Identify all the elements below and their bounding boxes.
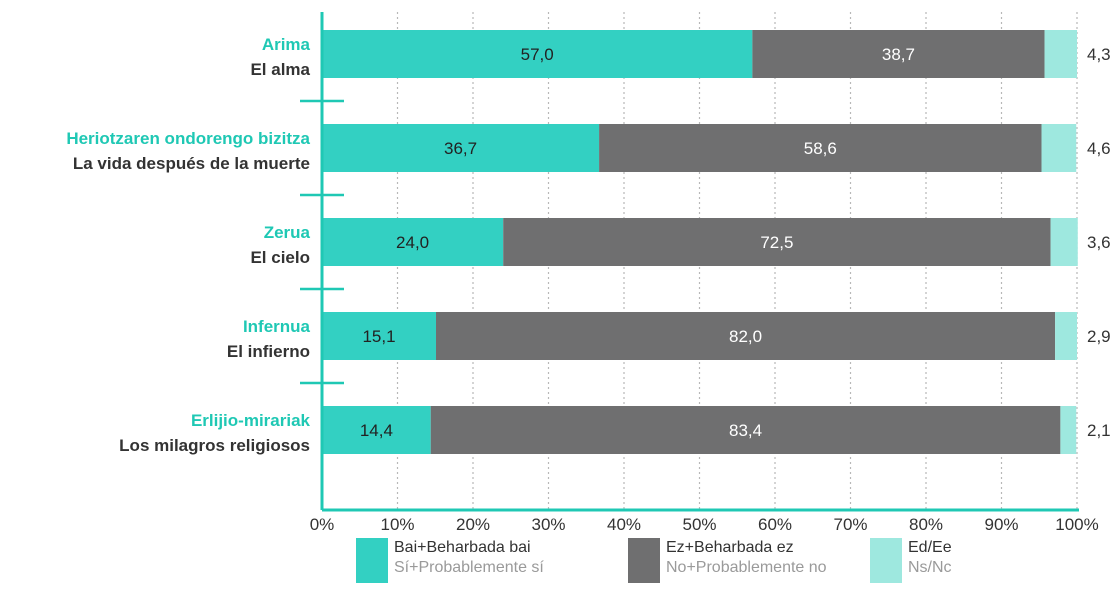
- bar-segment: [322, 30, 753, 78]
- stacked-bar-chart: 57,0 38,7 4,3 36,7 58,6 4,6 24,0 72,5 3,6 15,1 82,…: [66, 12, 1111, 534]
- bar-segment: [1041, 124, 1077, 172]
- bar-segment: [322, 406, 431, 454]
- legend-label-dk-es: Ns/Nc: [908, 559, 952, 576]
- x-tick-labels: 0% 10% 20% 30% 40% 50% 60% 70% 80% 90% 100%: [310, 515, 1099, 534]
- data-label: 82,0: [729, 327, 762, 346]
- data-label: 2,9: [1087, 327, 1111, 346]
- category-label-es: El cielo: [250, 248, 310, 267]
- x-tick-label: 70%: [833, 515, 867, 534]
- x-tick-label: 60%: [758, 515, 792, 534]
- data-label: 14,4: [360, 421, 393, 440]
- category-label-es: La vida después de la muerte: [73, 154, 310, 173]
- legend-label-yes-es: Sí+Probablemente sí: [394, 559, 544, 576]
- legend-label-no: Ez+Beharbada ez: [666, 539, 794, 556]
- x-tick-label: 90%: [984, 515, 1018, 534]
- x-tick-label: 10%: [380, 515, 414, 534]
- bar-segment: [1060, 406, 1077, 454]
- category-label-es: El infierno: [227, 342, 310, 361]
- data-label: 72,5: [760, 233, 793, 252]
- x-tick-label: 40%: [607, 515, 641, 534]
- legend-label-yes: Bai+Beharbada bai: [394, 539, 531, 556]
- data-label: 58,6: [804, 139, 837, 158]
- data-label: 4,3: [1087, 45, 1111, 64]
- data-label: 83,4: [729, 421, 762, 440]
- bar-segment: [599, 124, 1042, 172]
- bars: 57,0 38,7 4,3 36,7 58,6 4,6 24,0 72,5 3,6 15,1 82,…: [322, 30, 1111, 454]
- category-label-es: Los milagros religiosos: [119, 436, 310, 455]
- data-label: 24,0: [396, 233, 429, 252]
- legend-label-dk: Ed/Ee: [908, 539, 952, 556]
- bar-segment: [322, 218, 504, 266]
- data-label: 57,0: [521, 45, 554, 64]
- bar-segment: [436, 312, 1056, 360]
- legend-swatch-no: [628, 538, 660, 583]
- data-label: 3,6: [1087, 233, 1111, 252]
- category-label-es: El alma: [250, 60, 310, 79]
- axis: [300, 12, 1079, 512]
- legend-label-no-es: No+Probablemente no: [666, 559, 827, 576]
- legend-swatch-yes: [356, 538, 388, 583]
- category-labels: Arima El alma Heriotzaren ondorengo bizitz…: [66, 35, 310, 455]
- bar-segment: [1044, 30, 1077, 78]
- x-tick-label: 80%: [909, 515, 943, 534]
- data-label: 2,1: [1087, 421, 1111, 440]
- bar-segment: [1055, 312, 1077, 360]
- bar-segment: [1050, 218, 1078, 266]
- category-label-eu: Zerua: [264, 223, 311, 242]
- x-tick-label: 100%: [1055, 515, 1098, 534]
- x-tick-label: 30%: [531, 515, 565, 534]
- category-label-eu: Infernua: [243, 317, 311, 336]
- data-label: 36,7: [444, 139, 477, 158]
- x-tick-label: 0%: [310, 515, 335, 534]
- category-label-eu: Arima: [262, 35, 311, 54]
- bar-segment: [322, 312, 437, 360]
- data-label: 4,6: [1087, 139, 1111, 158]
- bar-segment: [322, 124, 600, 172]
- data-label: 38,7: [882, 45, 915, 64]
- data-label: 15,1: [362, 327, 395, 346]
- x-tick-label: 20%: [456, 515, 490, 534]
- category-label-eu: Heriotzaren ondorengo bizitza: [66, 129, 310, 148]
- bar-segment: [430, 406, 1061, 454]
- category-label-eu: Erlijio-mirariak: [191, 411, 311, 430]
- x-tick-label: 50%: [682, 515, 716, 534]
- legend-swatch-dk: [870, 538, 902, 583]
- bar-segment: [752, 30, 1045, 78]
- bar-segment: [503, 218, 1051, 266]
